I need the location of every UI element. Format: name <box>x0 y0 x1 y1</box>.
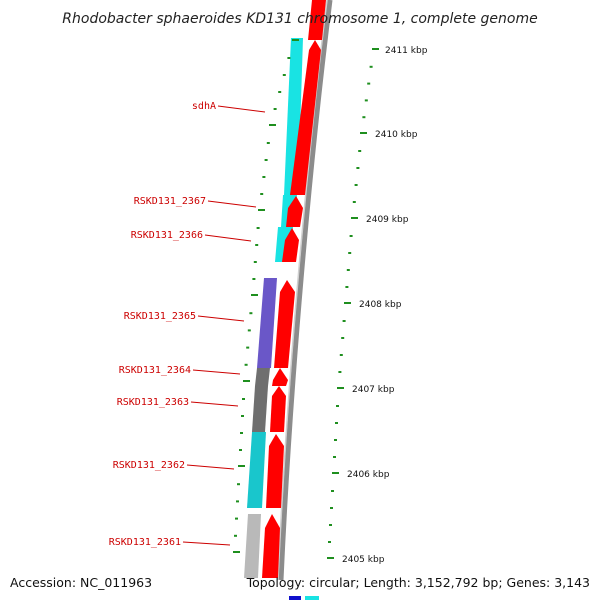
cyan-gene-bottom[interactable] <box>305 596 319 600</box>
topology-text: Topology: circular; Length: 3,152,792 bp… <box>246 575 590 590</box>
gene-label-rskd131-2367[interactable]: RSKD131_2367 <box>134 196 206 207</box>
scale-minor-tick <box>354 184 358 186</box>
inner-minor-tick <box>240 432 243 434</box>
inner-major-ticks <box>233 39 299 553</box>
inner-minor-tick <box>262 176 266 178</box>
inner-minor-tick <box>287 57 291 59</box>
scale-minor-tick <box>358 150 362 152</box>
inner-minor-tick <box>247 329 251 332</box>
scale-minor-tick <box>362 116 366 119</box>
inner-minor-tick <box>235 517 238 520</box>
gene-labels: sdhA RSKD131_2367 RSKD131_2366 RSKD131_2… <box>109 101 216 548</box>
gene-rskd131-2362[interactable] <box>247 432 266 508</box>
inner-minor-tick <box>264 159 268 161</box>
scale-minor-tick <box>328 541 331 543</box>
gene-label-rskd131-2363[interactable]: RSKD131_2363 <box>117 397 189 408</box>
red-arrow-4[interactable] <box>282 228 299 262</box>
red-arrow-7[interactable] <box>270 386 286 432</box>
tick-label-2405: 2405 kbp <box>342 555 385 565</box>
scale-minor-tick <box>338 371 342 373</box>
scale-minor-tick <box>342 320 346 322</box>
inner-minor-tick <box>244 363 248 366</box>
inner-minor-tick <box>252 278 256 280</box>
map-title: Rhodobacter sphaeroides KD131 chromosome… <box>62 11 537 27</box>
scale-minor-tick <box>369 65 373 68</box>
scale-minor-tick <box>335 422 338 424</box>
red-arrow-1[interactable] <box>308 0 326 40</box>
gene-rskd131-2361[interactable] <box>244 514 261 578</box>
scale-minor-tick <box>334 439 337 441</box>
inner-minor-tick <box>255 244 259 246</box>
tick-label-2406: 2406 kbp <box>347 470 390 480</box>
scale-minor-tick <box>333 456 336 458</box>
inner-minor-tick <box>242 398 245 400</box>
gene-label-sdhA[interactable]: sdhA <box>192 101 216 112</box>
accession-text: Accession: NC_011963 <box>10 575 152 590</box>
red-arrow-6[interactable] <box>272 368 288 386</box>
gene-label-rskd131-2362[interactable]: RSKD131_2362 <box>113 460 185 471</box>
inner-minor-tick <box>256 227 260 229</box>
red-arrow-5[interactable] <box>274 280 295 368</box>
scale-tick-dots <box>328 65 373 543</box>
scale-minor-tick <box>367 82 371 85</box>
gene-label-rskd131-2365[interactable]: RSKD131_2365 <box>124 311 196 322</box>
forward-gene-track <box>262 0 326 578</box>
inner-minor-tick <box>237 483 240 486</box>
gene-label-rskd131-2366[interactable]: RSKD131_2366 <box>131 230 203 241</box>
scale-minor-tick <box>329 524 332 526</box>
scale-minor-tick <box>348 252 352 254</box>
tick-label-2407: 2407 kbp <box>352 385 395 395</box>
inner-tick-dots <box>234 57 291 537</box>
red-arrow-3[interactable] <box>286 196 303 227</box>
gene-rskd131-2364[interactable] <box>255 368 270 386</box>
gene-rskd131-2365[interactable] <box>257 278 277 368</box>
inner-minor-tick <box>239 449 242 451</box>
gene-rskd131-2363[interactable] <box>252 386 268 432</box>
gene-label-lines <box>182 105 266 546</box>
inner-minor-tick <box>260 193 264 195</box>
inner-minor-tick <box>273 108 277 110</box>
gene-label-rskd131-2364[interactable]: RSKD131_2364 <box>119 365 191 376</box>
red-arrow-8[interactable] <box>266 434 284 508</box>
tick-label-2408: 2408 kbp <box>359 300 402 310</box>
scale-minor-tick <box>356 167 360 169</box>
inner-minor-tick <box>249 312 253 315</box>
inner-minor-tick <box>253 261 257 263</box>
scale-minor-tick <box>339 354 343 356</box>
inner-minor-tick <box>236 500 239 503</box>
scale-minor-tick <box>341 337 345 339</box>
red-arrow-2[interactable] <box>290 40 321 195</box>
scale-minor-tick <box>352 201 356 203</box>
tick-label-2409: 2409 kbp <box>366 215 409 225</box>
inner-minor-tick <box>234 534 237 537</box>
tick-label-2411: 2411 kbp <box>385 46 428 56</box>
scale-minor-tick <box>336 405 339 407</box>
inner-minor-tick <box>266 142 270 144</box>
inner-minor-tick <box>282 74 286 76</box>
scale-minor-tick <box>364 99 368 102</box>
tick-label-2410: 2410 kbp <box>375 130 418 140</box>
inner-minor-tick <box>241 415 244 417</box>
scale-minor-tick <box>330 507 333 509</box>
bottom-gene-fragments <box>289 596 319 600</box>
inner-minor-tick <box>246 346 250 349</box>
scale-ticks: 2411 kbp 2410 kbp 2409 kbp 2408 kbp 2407… <box>327 46 428 565</box>
blue-gene[interactable] <box>289 596 301 600</box>
scale-minor-tick <box>345 286 349 288</box>
scale-minor-tick <box>331 490 334 492</box>
gene-label-rskd131-2361[interactable]: RSKD131_2361 <box>109 537 181 548</box>
red-arrow-9[interactable] <box>262 514 280 578</box>
scale-minor-tick <box>349 235 353 237</box>
scale-minor-tick <box>346 269 350 271</box>
inner-minor-tick <box>278 91 282 93</box>
